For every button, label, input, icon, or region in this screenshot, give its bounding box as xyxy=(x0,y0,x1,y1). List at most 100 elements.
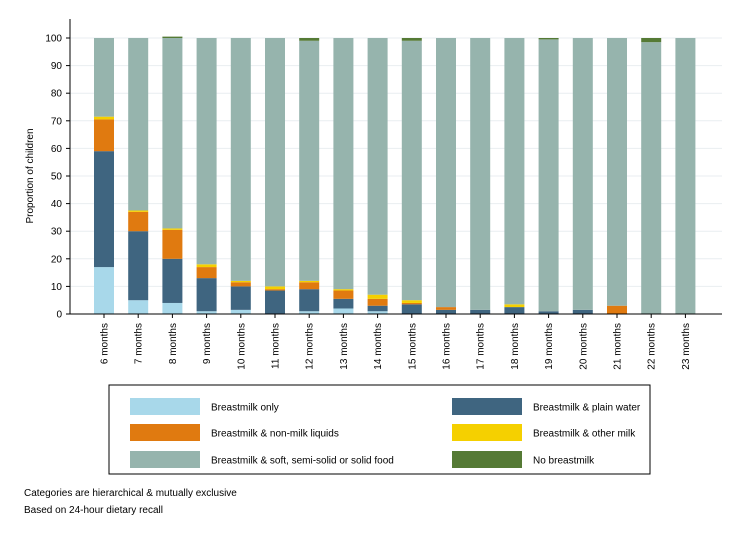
bar-segment xyxy=(265,290,285,314)
bar-segment xyxy=(607,305,627,314)
legend-swatch xyxy=(452,451,522,468)
y-tick-label: 30 xyxy=(51,227,63,238)
bar-segment xyxy=(162,229,183,259)
bar-segment xyxy=(333,298,354,309)
bar-segment xyxy=(299,289,320,312)
bar-segment xyxy=(230,38,251,281)
bar-segment xyxy=(94,119,114,152)
x-tick-label: 10 months xyxy=(236,323,247,370)
bar-segment xyxy=(470,309,491,314)
bar-segment xyxy=(230,286,251,310)
note-hierarchical: Categories are hierarchical & mutually e… xyxy=(24,488,237,499)
bar-segment xyxy=(162,228,183,230)
x-tick-label: 13 months xyxy=(339,323,350,370)
bar-segment xyxy=(230,309,251,314)
y-tick-label: 90 xyxy=(51,61,63,72)
legend-swatch xyxy=(452,424,522,441)
legend-entry: Breastmilk & soft, semi-solid or solid f… xyxy=(211,456,394,467)
bar-segment xyxy=(641,42,662,314)
bar-segment xyxy=(333,290,354,299)
x-tick-label: 11 months xyxy=(271,323,282,369)
x-tick-label: 9 months xyxy=(202,323,213,364)
legend-entry: Breastmilk only xyxy=(211,403,279,414)
bar-segment xyxy=(538,39,559,312)
x-tick-label: 21 months xyxy=(613,323,624,370)
bar-segment xyxy=(333,308,354,314)
y-tick-label: 10 xyxy=(51,282,63,293)
x-tick-label: 19 months xyxy=(544,323,555,370)
x-tick-label: 7 months xyxy=(134,323,145,364)
bar-segment xyxy=(162,38,183,229)
x-tick-label: 8 months xyxy=(168,323,179,364)
x-tick-label: 18 months xyxy=(510,323,521,370)
bar-segment xyxy=(265,38,285,287)
bar-segment xyxy=(196,267,217,279)
y-tick-label: 100 xyxy=(45,34,62,45)
bar-segment xyxy=(299,280,320,283)
legend-swatch xyxy=(130,451,200,468)
x-tick-label: 17 months xyxy=(476,323,487,370)
bar-segment xyxy=(94,116,114,120)
bar-segment xyxy=(538,311,559,314)
bar-segment xyxy=(196,311,217,314)
bar-segment xyxy=(94,151,114,268)
bar-segment xyxy=(196,278,217,312)
y-tick-label: 70 xyxy=(51,116,63,127)
bar-segment xyxy=(436,309,456,314)
legend-swatch xyxy=(130,398,200,415)
bar-segment xyxy=(504,304,525,308)
legend-swatch xyxy=(452,398,522,415)
bar-segment xyxy=(333,289,354,291)
bar-segment xyxy=(162,258,183,303)
bar-segment xyxy=(504,38,525,305)
bar-segment xyxy=(401,304,422,314)
note-recall: Based on 24-hour dietary recall xyxy=(24,505,163,516)
bar-segment xyxy=(436,307,456,310)
bar-segment xyxy=(128,211,149,232)
y-tick-label: 80 xyxy=(51,89,63,100)
bar-segment xyxy=(94,267,114,314)
bars xyxy=(94,36,696,314)
bar-segment xyxy=(436,38,456,308)
bar-segment xyxy=(675,38,696,314)
bar-segment xyxy=(367,294,388,299)
bar-segment xyxy=(196,264,217,268)
x-tick-label: 23 months xyxy=(681,323,692,370)
bar-segment xyxy=(470,38,491,310)
bar-segment xyxy=(230,282,251,287)
x-tick-label: 12 months xyxy=(305,323,316,370)
bar-segment xyxy=(128,38,149,211)
bar-segment xyxy=(299,38,320,41)
bar-segment xyxy=(367,38,388,295)
bar-segment xyxy=(367,298,388,306)
bar-segment xyxy=(504,307,525,314)
bar-segment xyxy=(572,38,593,310)
x-tick-label: 14 months xyxy=(373,323,384,370)
bar-segment xyxy=(162,36,183,38)
y-axis-title: Proportion of children xyxy=(25,128,36,223)
bar-segment xyxy=(162,302,183,314)
y-tick-label: 50 xyxy=(51,172,63,183)
bar-segment xyxy=(128,300,149,314)
bar-segment xyxy=(367,305,388,312)
bar-segment xyxy=(333,38,354,290)
bar-segment xyxy=(299,311,320,314)
bar-segment xyxy=(265,289,285,291)
axes: 0 10 20 30 40 50 60 70 80 90 100 6 months 7 months 8 … xyxy=(45,19,722,370)
y-tick-label: 60 xyxy=(51,144,63,155)
y-tick-label: 20 xyxy=(51,254,63,265)
bar-segment xyxy=(401,300,422,303)
x-tick-label: 16 months xyxy=(442,323,453,370)
bar-segment xyxy=(641,38,662,43)
bar-segment xyxy=(401,302,422,305)
bar-segment xyxy=(128,231,149,301)
bar-segment xyxy=(607,38,627,306)
x-tick-label: 15 months xyxy=(407,323,418,370)
x-tick-label: 22 months xyxy=(647,323,658,370)
bar-segment xyxy=(128,210,149,212)
bar-segment xyxy=(401,40,422,301)
x-tick-label: 6 months xyxy=(100,323,111,364)
x-tick-label: 20 months xyxy=(578,323,589,370)
legend-entry: No breastmilk xyxy=(533,456,595,467)
